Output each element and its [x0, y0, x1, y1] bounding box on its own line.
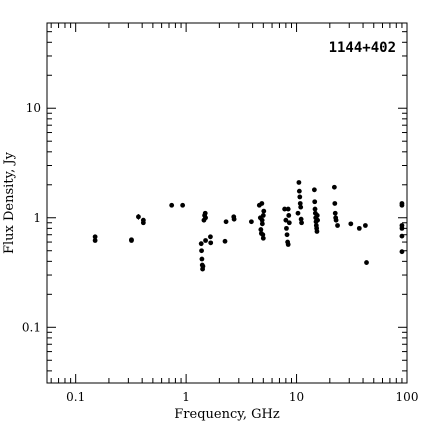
x-tick-label: 10 [289, 390, 304, 404]
x-tick-label: 100 [396, 390, 419, 404]
data-point [258, 227, 264, 232]
data-point [299, 220, 304, 226]
data-point [399, 249, 405, 255]
data-point [222, 238, 228, 244]
x-tick-label: 0.1 [66, 390, 85, 404]
data-point [136, 214, 141, 220]
data-point [260, 235, 266, 241]
data-point [180, 202, 186, 208]
data-point [296, 180, 302, 185]
data-point [231, 216, 237, 222]
data-point [261, 208, 267, 214]
data-point [92, 234, 98, 240]
data-point [203, 215, 208, 221]
data-point [332, 201, 338, 206]
data-point [283, 217, 289, 223]
y-tick-label: 0.1 [22, 320, 41, 334]
data-point [296, 188, 302, 194]
data-point [399, 225, 405, 231]
data-point [314, 213, 320, 218]
data-point [348, 221, 354, 227]
data-point [202, 210, 208, 216]
data-point [248, 219, 254, 225]
data-point [259, 201, 265, 206]
x-axis-label: Frequency, GHz [174, 407, 280, 422]
data-point [259, 221, 265, 227]
data-point [285, 206, 291, 212]
data-point [200, 263, 206, 269]
data-point [285, 242, 291, 247]
data-points [92, 180, 405, 272]
data-point [297, 194, 303, 200]
data-point [295, 210, 301, 216]
data-point [198, 241, 204, 247]
data-point [312, 206, 318, 212]
data-point [286, 213, 292, 218]
data-point [92, 238, 98, 243]
data-point [315, 217, 320, 223]
x-tick-label: 1 [182, 390, 190, 404]
y-tick-label: 10 [26, 101, 41, 115]
data-point [260, 232, 266, 238]
data-point [284, 232, 290, 238]
data-point [399, 202, 405, 208]
data-point [129, 238, 134, 243]
y-tick-label: 1 [33, 211, 41, 225]
data-point [259, 217, 265, 223]
data-point [140, 220, 146, 226]
data-point [286, 220, 292, 226]
data-point [223, 219, 229, 225]
data-point [208, 234, 213, 240]
data-point [333, 217, 339, 223]
data-point [335, 223, 340, 228]
plot-frame [46, 22, 408, 384]
data-point [312, 199, 318, 205]
data-point [199, 256, 205, 262]
axis-ticks: 0.1 1 10 100 0.1 1 10 [22, 22, 419, 404]
data-point [199, 248, 204, 254]
data-point [314, 229, 320, 234]
data-point [297, 201, 303, 206]
data-point [311, 187, 317, 193]
data-point [208, 240, 214, 246]
data-point [356, 225, 362, 231]
data-point [332, 210, 338, 216]
data-point [298, 204, 304, 210]
data-point [298, 216, 304, 222]
data-point [331, 184, 337, 190]
data-point [284, 225, 289, 231]
y-axis-label: Flux Density, Jy [2, 151, 17, 254]
data-point [362, 223, 368, 228]
data-point [260, 213, 266, 218]
data-point [203, 238, 208, 243]
data-point [282, 206, 288, 212]
chart-title: 1144+402 [329, 40, 396, 56]
data-point [399, 233, 405, 239]
data-point [169, 202, 175, 208]
data-point [364, 260, 369, 265]
